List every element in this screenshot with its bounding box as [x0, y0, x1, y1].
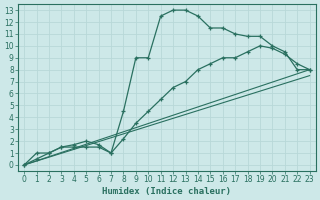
X-axis label: Humidex (Indice chaleur): Humidex (Indice chaleur): [102, 187, 231, 196]
